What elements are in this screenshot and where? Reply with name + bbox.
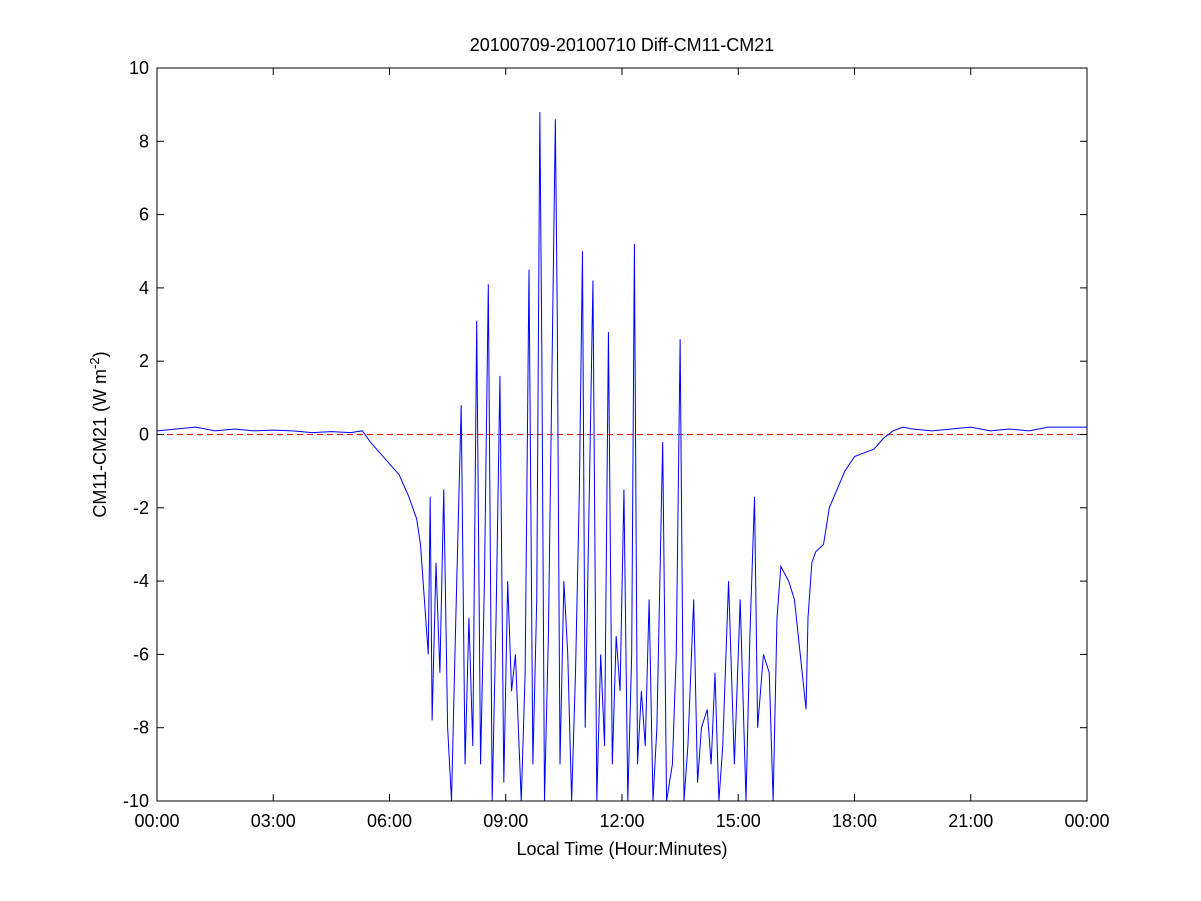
x-tick-label: 15:00 <box>716 811 761 831</box>
x-tick-label: 18:00 <box>832 811 877 831</box>
x-tick-label: 06:00 <box>367 811 412 831</box>
y-tick-label: -10 <box>123 791 149 811</box>
y-tick-label: 2 <box>139 351 149 371</box>
y-tick-labels: 10 8 6 4 2 0 -2 -4 -6 -8 -10 <box>123 58 149 811</box>
y-tick-label: -4 <box>133 571 149 591</box>
x-axis-label: Local Time (Hour:Minutes) <box>516 839 727 859</box>
y-axis-label-prefix: CM11-CM21 (W m <box>90 369 110 518</box>
x-tick-label: 21:00 <box>948 811 993 831</box>
ticks-layer <box>156 67 1088 802</box>
y-tick-label: 8 <box>139 131 149 151</box>
y-axis-label: CM11-CM21 (W m-2) <box>87 351 111 517</box>
x-tick-label: 00:00 <box>1064 811 1109 831</box>
y-axis-label-suffix: ) <box>90 351 110 357</box>
series-layer <box>157 111 1087 801</box>
chart-title: 20100709-20100710 Diff-CM11-CM21 <box>470 35 775 55</box>
y-tick-label: 6 <box>139 205 149 225</box>
y-tick-label: -6 <box>133 644 149 664</box>
x-tick-label: 09:00 <box>483 811 528 831</box>
x-tick-label: 03:00 <box>251 811 296 831</box>
x-tick-label: 00:00 <box>134 811 179 831</box>
y-tick-label: -8 <box>133 718 149 738</box>
y-tick-label: 0 <box>139 425 149 445</box>
y-tick-label: -2 <box>133 498 149 518</box>
x-tick-labels: 00:00 03:00 06:00 09:00 12:00 15:00 18:00 21:00… <box>134 811 1109 831</box>
series-line <box>157 111 1087 801</box>
y-axis-label-superscript: -2 <box>87 357 102 369</box>
y-tick-label: 10 <box>129 58 149 78</box>
y-tick-label: 4 <box>139 278 149 298</box>
x-tick-label: 12:00 <box>599 811 644 831</box>
